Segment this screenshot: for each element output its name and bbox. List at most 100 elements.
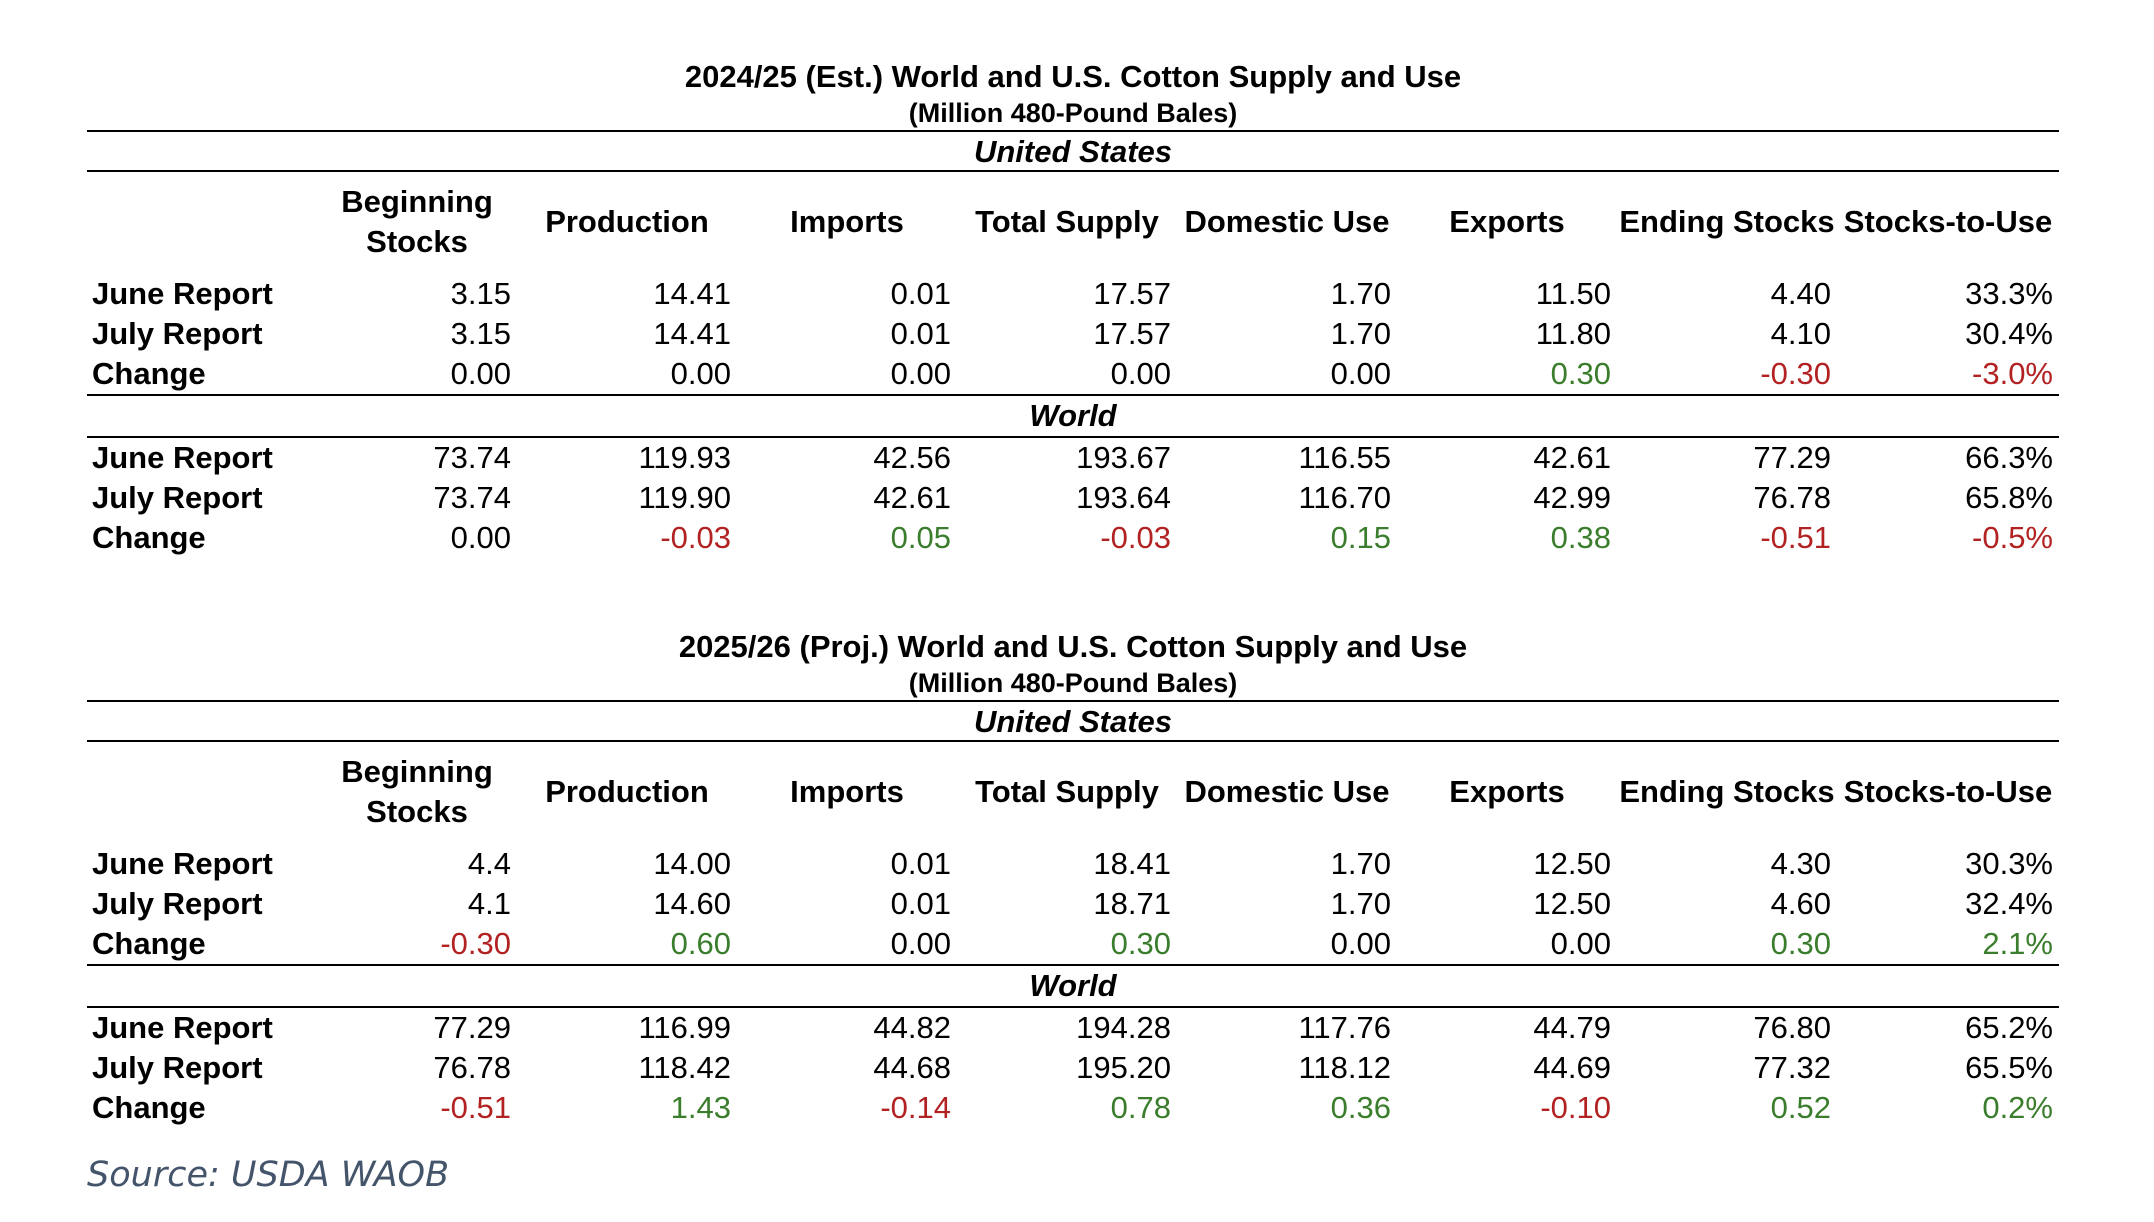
- table-cell: 0.78: [1110, 1090, 1171, 1125]
- row-label: July Report: [92, 886, 263, 921]
- table-cell: 0.52: [1770, 1090, 1831, 1125]
- table-cell: 116.99: [638, 1010, 731, 1045]
- table-cell: 73.74: [433, 440, 511, 475]
- column-header: Total Supply: [975, 774, 1159, 809]
- table-cell: 0.38: [1550, 520, 1611, 555]
- table-cell: -0.03: [1100, 520, 1171, 555]
- table-row: June Report 4.4 14.00 0.01 18.41 1.70 12.50 4.3…: [87, 842, 2059, 884]
- column-header: Exports: [1449, 774, 1565, 809]
- row-label: Change: [92, 356, 206, 391]
- table-cell: 118.12: [1298, 1050, 1391, 1085]
- column-header: Domestic Use: [1184, 774, 1390, 809]
- table-cell: 4.30: [1770, 846, 1831, 881]
- table-cell: 66.3%: [1965, 440, 2053, 475]
- table-cell: 2.1%: [1982, 926, 2053, 961]
- table-cell: 0.00: [890, 356, 951, 391]
- table-cell: 117.76: [1298, 1010, 1391, 1045]
- table-cell: -0.30: [440, 926, 511, 961]
- column-header: Beginning Stocks: [341, 184, 493, 259]
- row-label: June Report: [92, 846, 273, 881]
- table-cell: 1.70: [1330, 846, 1391, 881]
- table-cell: 14.00: [653, 846, 731, 881]
- table-title: 2025/26 (Proj.) World and U.S. Cotton Su…: [678, 629, 1468, 664]
- column-header: Stocks-to-Use: [1843, 204, 2053, 239]
- table-cell: 0.00: [1550, 926, 1611, 961]
- rule: [87, 700, 2059, 702]
- table-cell: 4.4: [467, 846, 511, 881]
- table-cell: 116.70: [1298, 480, 1391, 515]
- section-row-world: World: [87, 964, 2059, 1008]
- table-cell: 44.79: [1533, 1010, 1611, 1045]
- column-header: Ending Stocks: [1619, 774, 1835, 809]
- table-cell: 76.80: [1753, 1010, 1831, 1045]
- table-cell: 0.00: [450, 356, 511, 391]
- table-row: July Report 3.15 14.41 0.01 17.57 1.70 11.80 4.…: [87, 314, 2059, 354]
- table-cell: 12.50: [1533, 846, 1611, 881]
- section-row-world: World: [87, 394, 2059, 438]
- table-cell: 4.10: [1770, 316, 1831, 351]
- table-cell: 0.00: [1110, 356, 1171, 391]
- row-label: Change: [92, 926, 206, 961]
- table-cell: 0.00: [670, 356, 731, 391]
- table-cell: 33.3%: [1965, 276, 2053, 311]
- rule: [87, 740, 2059, 742]
- table-title: 2024/25 (Est.) World and U.S. Cotton Sup…: [684, 59, 1462, 94]
- table-cell: 4.1: [467, 886, 511, 921]
- table-cell: 193.64: [1076, 480, 1171, 515]
- column-header: Imports: [790, 774, 904, 809]
- table-cell: 0.30: [1770, 926, 1831, 961]
- table-cell: -0.51: [1760, 520, 1831, 555]
- column-header-row: Beginning Stocks Production Imports Total S…: [87, 172, 2059, 272]
- table-cell: 77.29: [433, 1010, 511, 1045]
- table-cell: 30.3%: [1965, 846, 2053, 881]
- table-cell: 44.68: [873, 1050, 951, 1085]
- row-label: Change: [92, 1090, 206, 1125]
- table-cell: 42.99: [1533, 480, 1611, 515]
- table-cell: 65.8%: [1965, 480, 2053, 515]
- table-cell: 119.90: [638, 480, 731, 515]
- table-cell: 18.41: [1093, 846, 1171, 881]
- table-cell: 0.15: [1330, 520, 1391, 555]
- table-cell: 14.41: [653, 276, 731, 311]
- table-cell: 77.32: [1753, 1050, 1831, 1085]
- table-cell: 44.69: [1533, 1050, 1611, 1085]
- table-cell: -0.30: [1760, 356, 1831, 391]
- row-label: June Report: [92, 1010, 273, 1045]
- column-header: Production: [545, 774, 709, 809]
- table-cell: 17.57: [1093, 316, 1171, 351]
- column-header: Production: [545, 204, 709, 239]
- row-label: July Report: [92, 480, 263, 515]
- supply-use-2025-26: 2025/26 (Proj.) World and U.S. Cotton Su…: [87, 627, 2059, 1128]
- table-cell: 44.82: [873, 1010, 951, 1045]
- table-cell: 0.00: [1330, 926, 1391, 961]
- table-row: Change -0.30 0.60 0.00 0.30 0.00 0.00 0.30 2.1%: [87, 924, 2059, 965]
- table-cell: -0.51: [440, 1090, 511, 1125]
- table-cell: 194.28: [1076, 1010, 1171, 1045]
- column-header: Imports: [790, 204, 904, 239]
- table-cell: 77.29: [1753, 440, 1831, 475]
- column-header: Stocks-to-Use: [1843, 774, 2053, 809]
- data-table: Beginning Stocks Production Imports Total S…: [87, 172, 2059, 558]
- table-row: Change -0.51 1.43 -0.14 0.78 0.36 -0.10 0.52 0.2…: [87, 1088, 2059, 1128]
- table-cell: 195.20: [1076, 1050, 1171, 1085]
- section-heading-us: United States: [973, 134, 1173, 169]
- table-row: Change 0.00 -0.03 0.05 -0.03 0.15 0.38 -0.51 -0.…: [87, 518, 2059, 558]
- row-label: July Report: [92, 1050, 263, 1085]
- table-cell: 11.50: [1535, 276, 1611, 311]
- row-label: June Report: [92, 276, 273, 311]
- table-cell: 30.4%: [1965, 316, 2053, 351]
- table-cell: 0.05: [890, 520, 951, 555]
- table-cell: 193.67: [1076, 440, 1171, 475]
- column-header: Total Supply: [975, 204, 1159, 239]
- table-cell: 65.5%: [1965, 1050, 2053, 1085]
- table-cell: 1.70: [1330, 316, 1391, 351]
- table-cell: -3.0%: [1972, 356, 2053, 391]
- section-heading-world: World: [87, 964, 2059, 1008]
- table-cell: 12.50: [1533, 886, 1611, 921]
- rule: [87, 170, 2059, 172]
- table-units: (Million 480-Pound Bales): [908, 98, 1238, 128]
- table-cell: 42.61: [873, 480, 951, 515]
- table-cell: 11.80: [1535, 316, 1611, 351]
- table-cell: 0.30: [1110, 926, 1171, 961]
- table-cell: 3.15: [450, 276, 511, 311]
